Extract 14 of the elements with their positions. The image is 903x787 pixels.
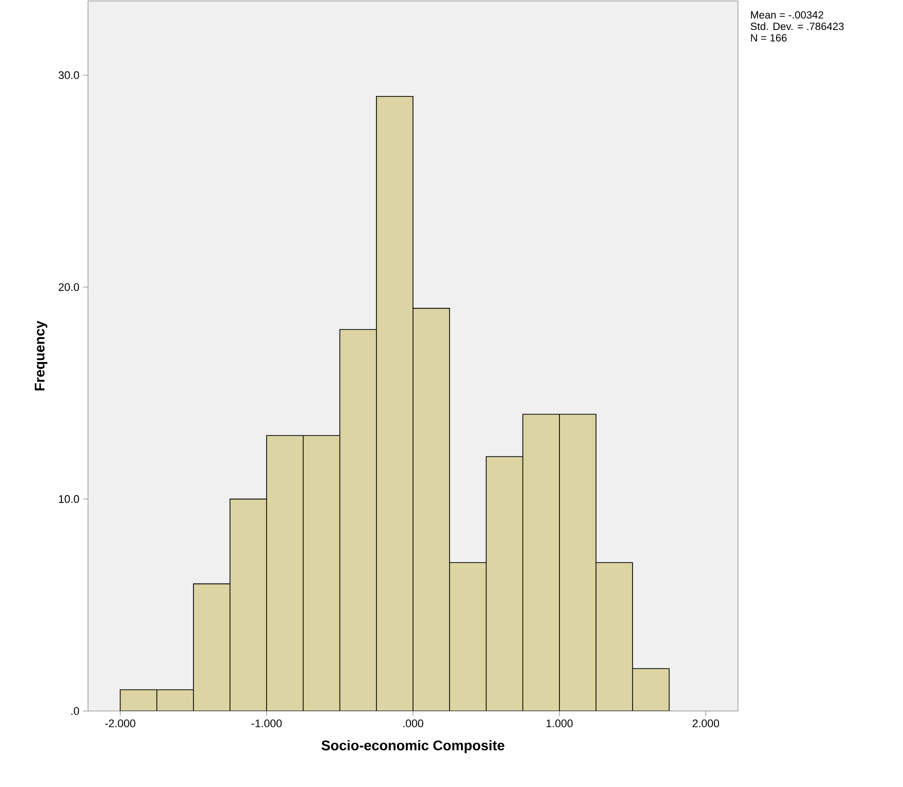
x-tick-label: 2.000: [692, 720, 720, 728]
text: Std. Dev. = .786423: [750, 22, 844, 30]
y-tick-label: 10.0: [58, 495, 80, 503]
x-tick-label: .000: [403, 720, 424, 728]
x-axis-title: Socio-economic Composite: [322, 740, 504, 754]
y-tick-label: 30.0: [58, 71, 80, 80]
x-tick-label: -2.000: [105, 720, 136, 728]
text: Mean = -.00342: [751, 11, 824, 19]
y-tick-label: .0: [71, 707, 80, 715]
x-tick-label: -1.000: [252, 720, 282, 728]
y-tick-label: 20.0: [58, 283, 80, 291]
text: N = 166: [751, 34, 787, 42]
y-axis-title: Frequency: [34, 320, 48, 390]
x-tick-label: 1.000: [546, 720, 573, 728]
